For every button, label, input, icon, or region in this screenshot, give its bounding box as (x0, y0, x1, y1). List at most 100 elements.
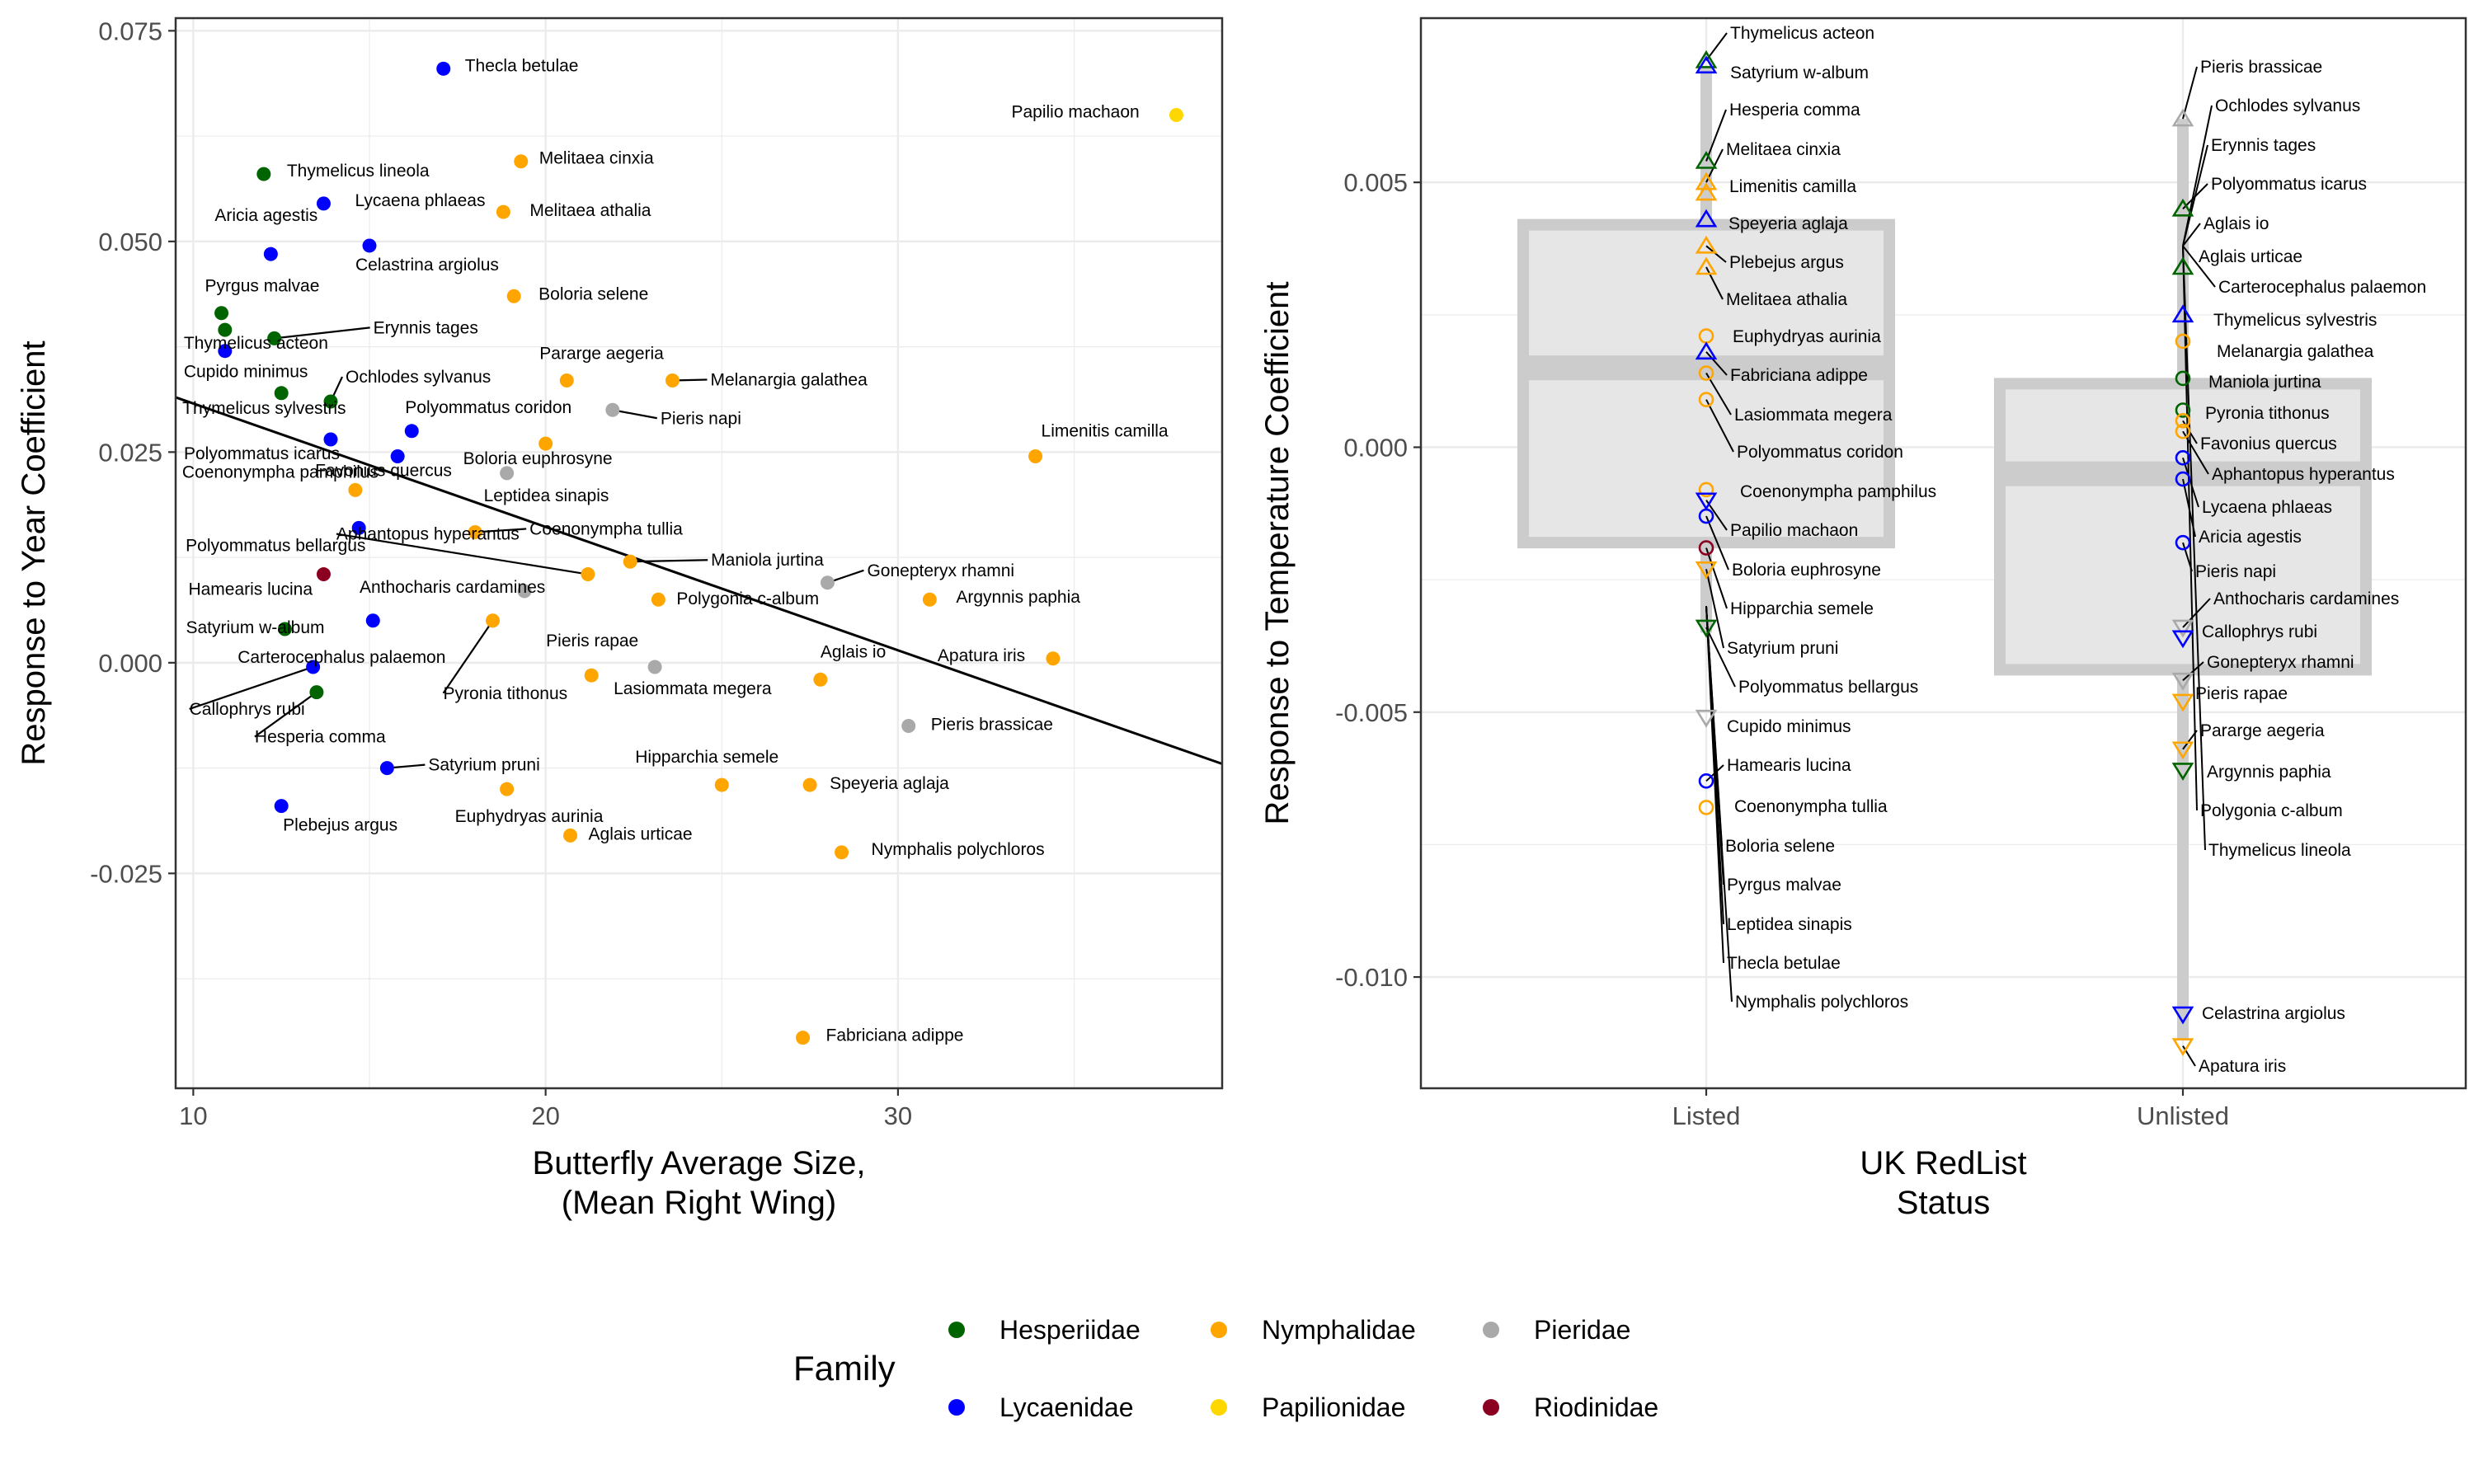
point-label-pieris-napi: Pieris napi (661, 409, 741, 428)
point-thymelicus-acteon (1695, 49, 1718, 68)
point-thymelicus-sylvestris (2171, 304, 2194, 323)
leader-line (1705, 109, 1727, 162)
x-tick-label: Listed (1672, 1101, 1741, 1130)
point-pieris-rapae (584, 668, 599, 683)
point-label-euphydryas-aurinia: Euphydryas aurinia (455, 807, 604, 826)
point-label-aglais-urticae: Aglais urticae (589, 824, 693, 843)
point-label-leptidea-sinapis: Leptidea sinapis (484, 486, 609, 505)
scatter-axis-ticks: 10 20 30 -0.025 0.000 0.025 0.050 0.075 (90, 16, 912, 1130)
point-label-callophrys-rubi: Callophrys rubi (2202, 622, 2317, 641)
leader-line (1705, 547, 1728, 609)
point-erynnis-tages (267, 331, 282, 345)
point-label-celastrina-argiolus: Celastrina argiolus (355, 256, 499, 275)
legend-swatch-nymphalidae (1211, 1322, 1227, 1338)
point-coenonympha-pamphilus (348, 482, 363, 497)
point-label-ochlodes-sylvanus: Ochlodes sylvanus (346, 368, 491, 387)
leader-line (475, 528, 527, 533)
point-pararge-aegeria (559, 373, 574, 387)
point-label-maniola-jurtina: Maniola jurtina (711, 551, 824, 570)
point-carterocephalus-palaemon (365, 613, 380, 628)
point-label-polyommatus-bellargus: Polyommatus bellargus (1738, 678, 1918, 697)
point-label-celastrina-argiolus: Celastrina argiolus (2202, 1004, 2345, 1023)
point-label-boloria-euphrosyne: Boloria euphrosyne (463, 449, 613, 468)
legend-label-papilionidae: Papilionidae (1262, 1392, 1405, 1422)
legend-swatch-papilionidae (1211, 1399, 1227, 1416)
point-label-aglais-io: Aglais io (2204, 214, 2269, 233)
point-leptidea-sinapis (500, 466, 515, 481)
point-anthocharis-cardamines (2171, 619, 2194, 638)
point-cupido-minimus (1695, 709, 1718, 728)
point-label-satyrium-w-album: Satyrium w-album (186, 618, 324, 637)
point-label-thymelicus-sylvestris: Thymelicus sylvestris (2213, 311, 2377, 330)
scatter-x-axis-title: Butterfly Average Size, (Mean Right Wing) (533, 1145, 866, 1221)
x-tick-label: 10 (179, 1101, 207, 1130)
point-label-hesperia-comma: Hesperia comma (1729, 101, 1860, 120)
leader-line (630, 559, 708, 563)
point-cupido-minimus (218, 344, 233, 359)
leader-line (2182, 183, 2208, 210)
point-melitaea-cinxia (514, 154, 529, 169)
legend-entries: Hesperiidae Nymphalidae Pieridae Lycaenidae… (948, 1315, 1658, 1422)
point-label-favonius-quercus: Favonius quercus (315, 461, 452, 480)
point-label-melitaea-athalia: Melitaea athalia (529, 201, 651, 220)
point-label-pyrgus-malvae: Pyrgus malvae (1727, 876, 1841, 895)
point-papilio-machaon (1169, 108, 1183, 123)
point-hamearis-lucina (1698, 773, 1714, 789)
point-coenonympha-tullia (1698, 800, 1714, 815)
point-argynnis-paphia (2171, 763, 2194, 781)
point-label-melanargia-galathea: Melanargia galathea (710, 370, 868, 389)
point-aglais-urticae (563, 828, 578, 843)
point-speyeria-aglaja (802, 777, 817, 792)
point-gonepteryx-rhamni (820, 575, 835, 590)
point-lycaena-phlaeas (2175, 450, 2191, 466)
point-melanargia-galathea (2175, 333, 2191, 350)
point-celastrina-argiolus (362, 238, 377, 253)
point-label-polygonia-c-album: Polygonia c-album (2200, 801, 2343, 820)
y-tick-label: 0.075 (98, 16, 162, 45)
boxplot-panel-border (1419, 16, 2467, 1090)
point-plebejus-argus (1695, 235, 1718, 254)
box-listed (1517, 218, 1895, 549)
point-label-melitaea-cinxia: Melitaea cinxia (1726, 140, 1841, 159)
point-label-fabriciana-adippe: Fabriciana adippe (1730, 366, 1868, 385)
point-pieris-brassicae (901, 719, 916, 734)
point-label-pieris-rapae: Pieris rapae (546, 632, 638, 650)
point-polyommatus-icarus (2171, 198, 2194, 217)
point-pararge-aegeria (2171, 741, 2194, 760)
point-label-pyronia-tithonus: Pyronia tithonus (2205, 404, 2330, 423)
point-label-polyommatus-bellargus: Polyommatus bellargus (186, 536, 365, 555)
point-label-nymphalis-polychloros: Nymphalis polychloros (872, 840, 1045, 859)
point-label-boloria-selene: Boloria selene (1725, 837, 1835, 856)
y-tick-label: -0.005 (1335, 698, 1408, 727)
scatter-panel-border (174, 16, 1224, 1090)
scatter-label-leaders (189, 326, 864, 769)
legend: Family Hesperiidae Nymphalidae Pieridae Lyc… (793, 1315, 1658, 1422)
point-pieris-brassicae (2171, 108, 2194, 127)
point-label-thymelicus-lineola: Thymelicus lineola (2208, 841, 2351, 860)
point-hamearis-lucina (316, 567, 331, 582)
point-label-pieris-brassicae: Pieris brassicae (931, 716, 1053, 735)
y-tick-label: 0.005 (1343, 168, 1408, 197)
leader-line (1705, 515, 1729, 571)
point-label-aphantopus-hyperantus: Aphantopus hyperantus (2212, 465, 2395, 484)
point-boloria-euphrosyne (539, 436, 553, 451)
point-label-speyeria-aglaja: Speyeria aglaja (830, 774, 949, 793)
boxplot-axis-ticks: Listed Unlisted -0.010 -0.005 0.000 0.005 (1335, 168, 2229, 1130)
point-label-carterocephalus-palaemon: Carterocephalus palaemon (2218, 278, 2426, 297)
scatter-y-axis-title: Response to Year Coefficient (16, 340, 52, 765)
point-lasiommata-megera (1698, 365, 1714, 381)
point-thymelicus-lineola (256, 167, 271, 181)
legend-title: Family (793, 1349, 896, 1388)
point-plebejus-argus (274, 799, 289, 814)
point-aglais-io (813, 672, 828, 687)
point-label-coenonympha-tullia: Coenonympha tullia (1734, 797, 1888, 816)
y-tick-label: -0.025 (90, 859, 162, 888)
point-hipparchia-semele (714, 777, 729, 792)
leader-line (254, 691, 317, 738)
point-pieris-rapae (2171, 693, 2194, 712)
point-pyronia-tithonus (2175, 402, 2191, 418)
point-label-hesperia-comma: Hesperia comma (255, 728, 386, 747)
point-pyronia-tithonus (486, 613, 501, 628)
point-boloria-euphrosyne (1698, 508, 1714, 524)
